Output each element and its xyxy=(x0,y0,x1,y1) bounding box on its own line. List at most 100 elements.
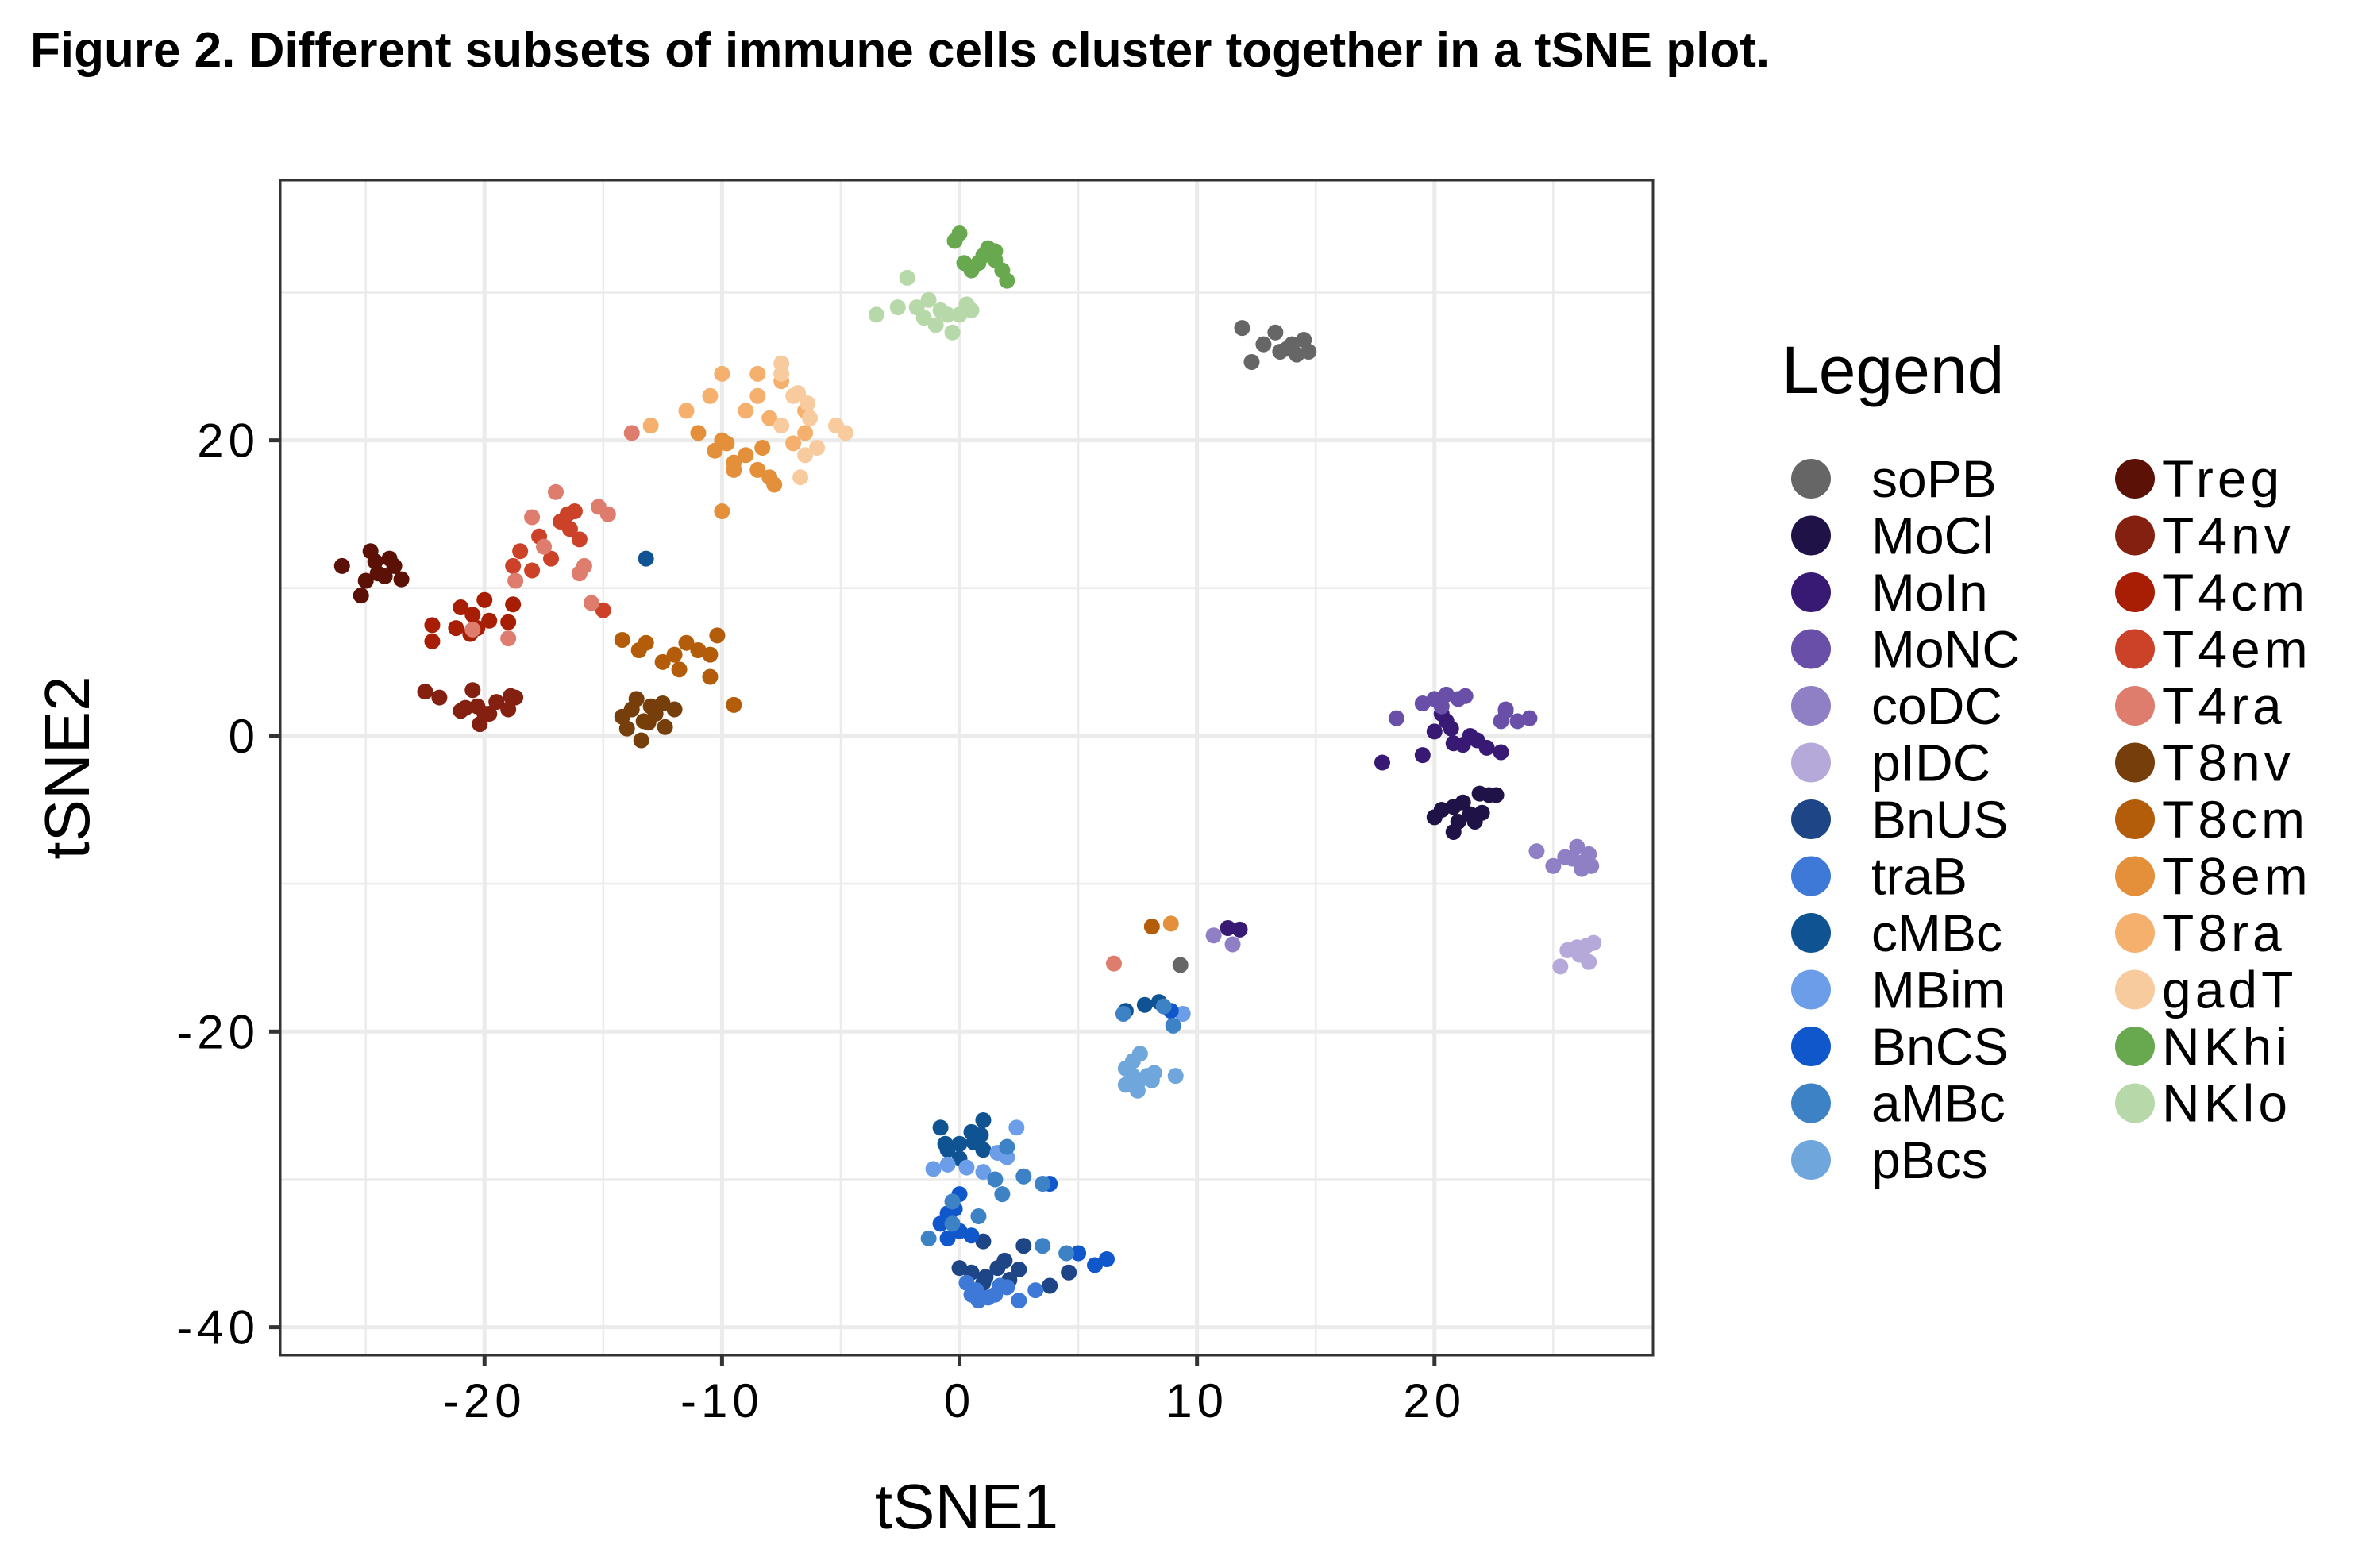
data-point xyxy=(599,506,616,522)
data-point xyxy=(618,720,635,737)
data-point xyxy=(1493,744,1509,761)
data-point xyxy=(1243,353,1260,370)
data-point xyxy=(476,591,493,608)
legend-item-T4cm: T4cm xyxy=(2115,563,2305,622)
data-point xyxy=(761,410,778,426)
series-T4em xyxy=(505,503,611,618)
series-MoIn xyxy=(1220,706,1509,938)
axes: -20 -10 0 10 20 -40 -20 0 20 xyxy=(176,414,1461,1427)
data-point xyxy=(623,701,640,718)
y-tick-label: 20 xyxy=(197,414,260,468)
data-point xyxy=(1129,1082,1146,1099)
data-point xyxy=(987,1171,1004,1188)
data-point xyxy=(702,387,719,404)
data-point xyxy=(1143,1072,1160,1088)
series-soPB xyxy=(1172,320,1317,973)
legend-item-BnCS: BnCS xyxy=(1791,1017,2008,1076)
data-point xyxy=(571,565,588,582)
legend-key xyxy=(1791,1027,1831,1066)
data-point xyxy=(1115,1005,1131,1022)
data-point xyxy=(944,1215,961,1232)
legend-label: NKlo xyxy=(2162,1074,2291,1133)
data-point xyxy=(488,694,505,711)
data-point xyxy=(464,607,481,623)
data-point xyxy=(657,719,673,735)
series-NKhi xyxy=(946,225,1015,289)
data-point xyxy=(1011,1262,1027,1278)
data-point xyxy=(1433,802,1450,819)
legend-item-gadT: gadT xyxy=(2115,961,2297,1019)
legend-label: MoCl xyxy=(1871,507,1994,565)
data-point xyxy=(1136,996,1153,1013)
data-point xyxy=(726,696,742,713)
data-point xyxy=(932,1215,949,1232)
data-point xyxy=(915,310,932,326)
data-point xyxy=(889,299,906,316)
data-point xyxy=(749,387,766,404)
legend-label: BnCS xyxy=(1871,1017,2008,1076)
data-point xyxy=(654,653,671,670)
legend-label: coDC xyxy=(1871,676,2002,735)
legend-label: soPB xyxy=(1871,449,1997,508)
legend-key xyxy=(1791,913,1831,953)
data-point xyxy=(448,620,464,637)
legend-key xyxy=(2115,629,2155,669)
data-point xyxy=(1300,343,1317,360)
data-point xyxy=(994,1186,1011,1203)
legend-key xyxy=(1791,742,1831,783)
data-point xyxy=(975,1142,992,1158)
legend-label: Treg xyxy=(2162,449,2283,508)
data-point xyxy=(920,1230,937,1246)
data-point xyxy=(500,614,517,630)
legend-item-coDC: coDC xyxy=(1791,676,2002,735)
data-point xyxy=(500,701,517,718)
legend-item-traB: traB xyxy=(1791,847,1967,906)
series-T4ra xyxy=(464,425,1122,972)
x-tick-label: 10 xyxy=(1166,1374,1228,1427)
legend-key xyxy=(2115,742,2155,783)
data-point xyxy=(709,627,726,644)
legend-label: T4ra xyxy=(2162,676,2286,735)
data-point xyxy=(766,476,783,493)
data-point xyxy=(987,243,1004,260)
data-point xyxy=(714,503,730,520)
legend-item-T4ra: T4ra xyxy=(2115,676,2286,735)
legend-item-MBim: MBim xyxy=(1791,961,2006,1019)
data-point xyxy=(975,1233,992,1250)
data-point xyxy=(1011,1293,1027,1309)
data-point xyxy=(1414,747,1431,764)
data-point xyxy=(1433,698,1450,715)
data-point xyxy=(481,706,498,722)
data-point xyxy=(623,425,640,441)
data-point xyxy=(1155,998,1172,1015)
data-point xyxy=(678,634,695,651)
legend-key xyxy=(1791,629,1831,669)
series-aMBc xyxy=(920,998,1181,1262)
data-point xyxy=(1087,1257,1104,1273)
data-point xyxy=(633,732,649,749)
data-point xyxy=(738,447,754,464)
data-point xyxy=(1098,1250,1115,1267)
legend-label: gadT xyxy=(2162,961,2297,1019)
data-point xyxy=(1289,346,1305,363)
series-BnUS xyxy=(951,1233,1077,1294)
data-point xyxy=(1224,936,1241,953)
data-point xyxy=(702,668,719,685)
data-point xyxy=(1255,336,1272,353)
legend-item-T8nv: T8nv xyxy=(2115,734,2291,792)
legend-label: MBim xyxy=(1871,961,2006,1019)
data-point xyxy=(932,1119,949,1136)
data-point xyxy=(996,1252,1013,1269)
data-point xyxy=(1552,958,1569,975)
data-point xyxy=(417,684,433,700)
data-point xyxy=(1042,1277,1058,1294)
legend-label: BnUS xyxy=(1871,790,2008,849)
data-point xyxy=(1509,713,1526,730)
data-point xyxy=(642,418,659,434)
series-pIDC xyxy=(1552,934,1602,975)
data-point xyxy=(999,1138,1015,1155)
data-point xyxy=(1008,1119,1025,1136)
series-MoCl xyxy=(1426,785,1505,840)
legend-label: aMBc xyxy=(1871,1074,2006,1133)
data-point xyxy=(1231,921,1248,938)
